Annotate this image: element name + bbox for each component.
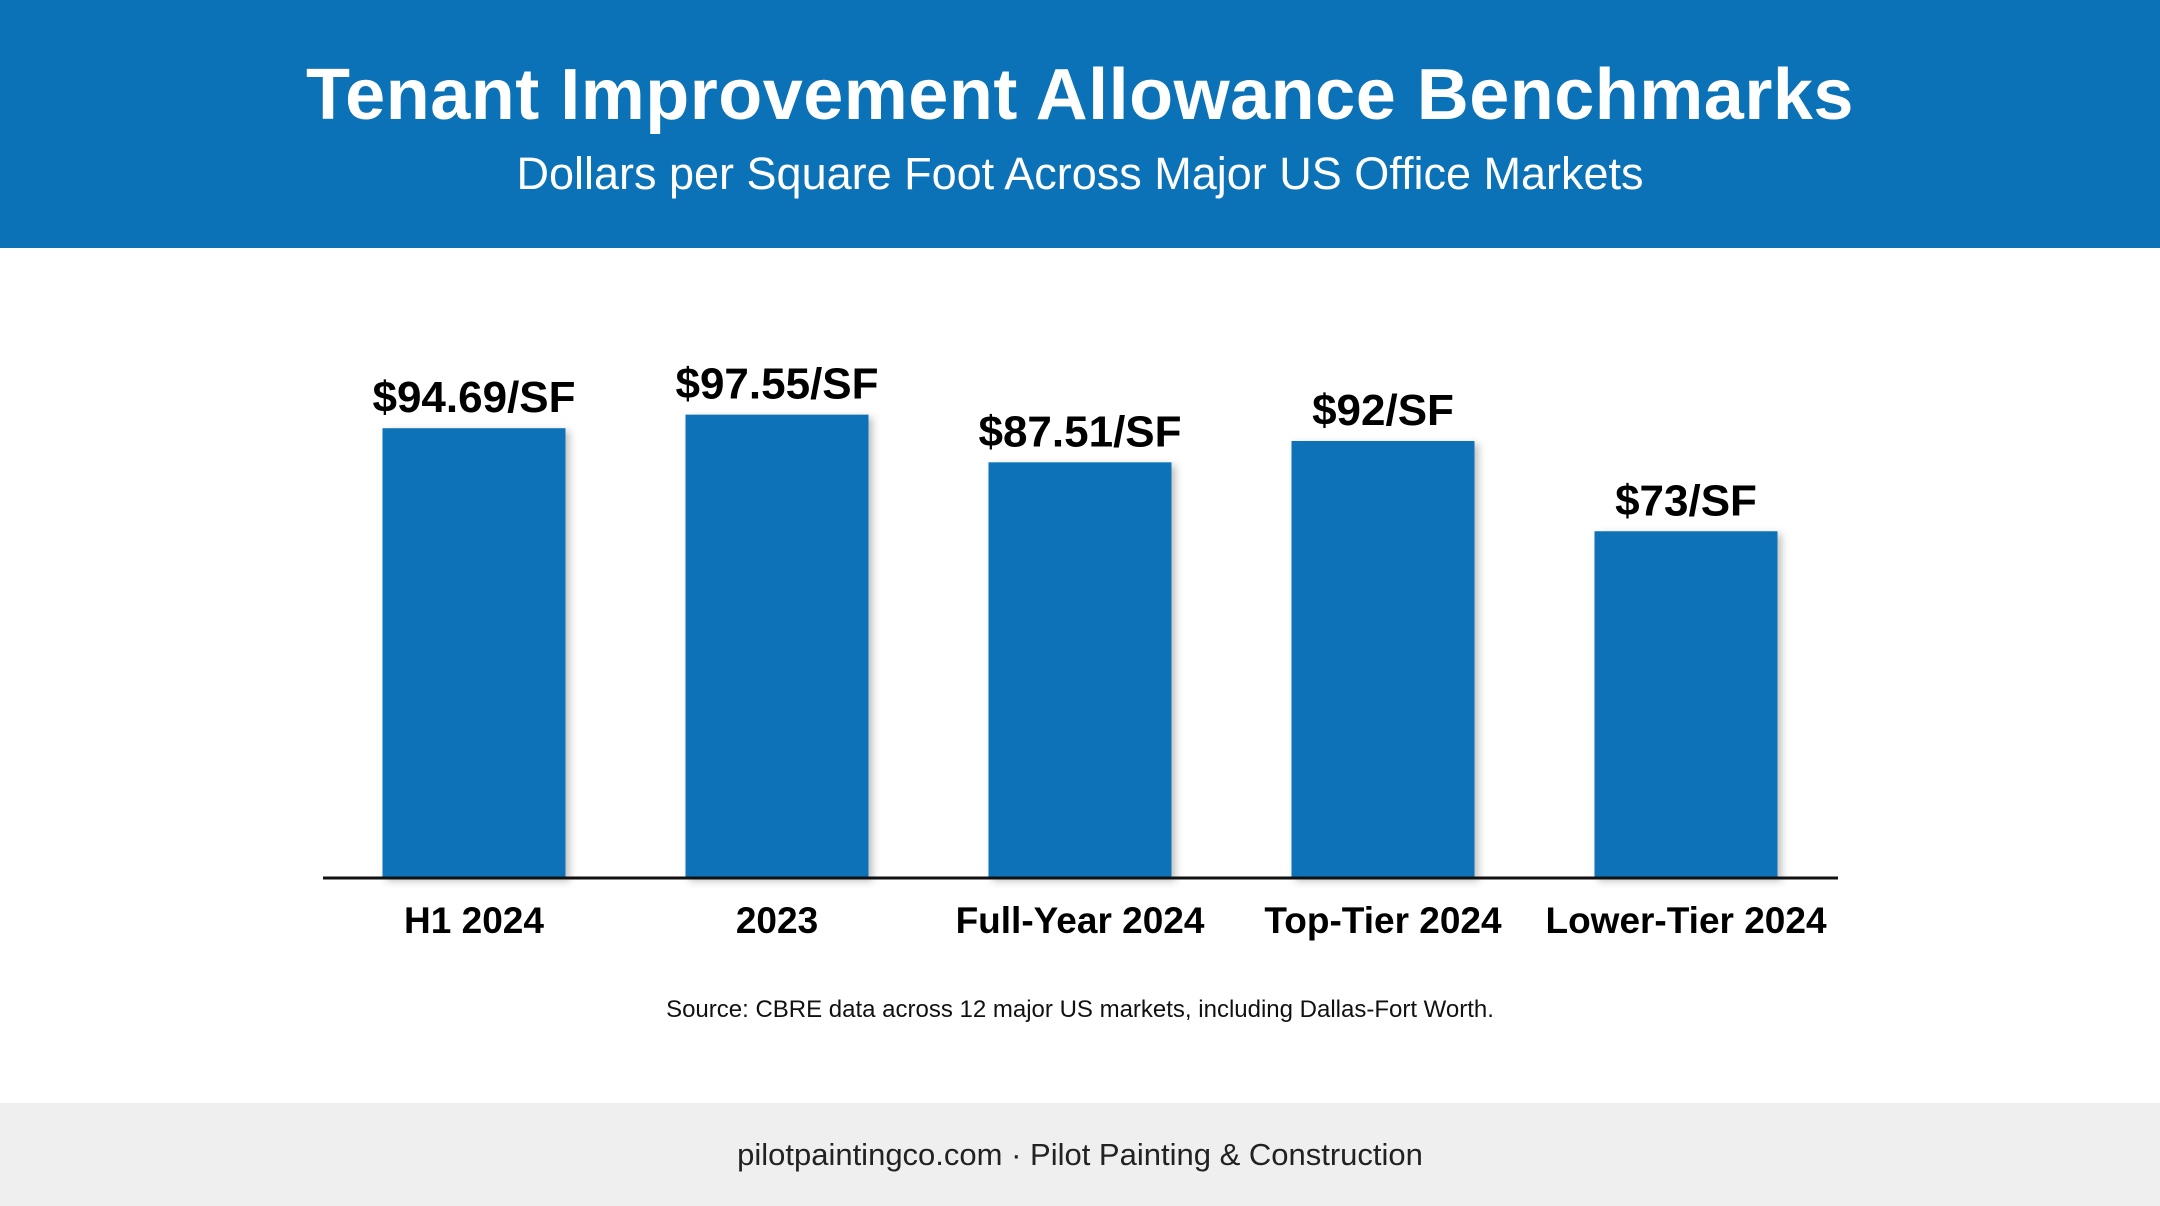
data-label-2: $87.51/SF [978, 407, 1181, 456]
data-label-3: $92/SF [1312, 386, 1454, 435]
x-tick-label-4: Lower-Tier 2024 [1545, 900, 1826, 941]
chart-header: Tenant Improvement Allowance Benchmarks … [0, 0, 2160, 248]
bar-1 [685, 414, 869, 878]
bar-3 [1291, 441, 1475, 878]
x-tick-label-2: Full-Year 2024 [956, 900, 1205, 941]
bar-2 [988, 462, 1172, 878]
x-tick-label-3: Top-Tier 2024 [1264, 900, 1502, 941]
x-tick-label-1: 2023 [736, 900, 818, 941]
bar-0 [382, 428, 566, 878]
footer: pilotpaintingco.com · Pilot Painting & C… [0, 1103, 2160, 1206]
chart-title: Tenant Improvement Allowance Benchmarks [306, 55, 1854, 135]
footer-text: pilotpaintingco.com · Pilot Painting & C… [737, 1137, 1423, 1172]
chart-area: $94.69/SF H1 2024 $97.55/SF 2023 $87.51/SF Fu… [0, 248, 2160, 1103]
bar-chart: $94.69/SF H1 2024 $97.55/SF 2023 $87.51/SF Fu… [323, 360, 1838, 941]
bar-4 [1594, 531, 1778, 878]
data-label-0: $94.69/SF [372, 373, 575, 422]
data-label-1: $97.55/SF [675, 360, 878, 409]
source-note: Source: CBRE data across 12 major US mar… [666, 996, 1494, 1023]
x-tick-label-0: H1 2024 [404, 900, 544, 941]
chart-subtitle: Dollars per Square Foot Across Major US … [516, 148, 1644, 199]
data-label-4: $73/SF [1615, 476, 1757, 525]
